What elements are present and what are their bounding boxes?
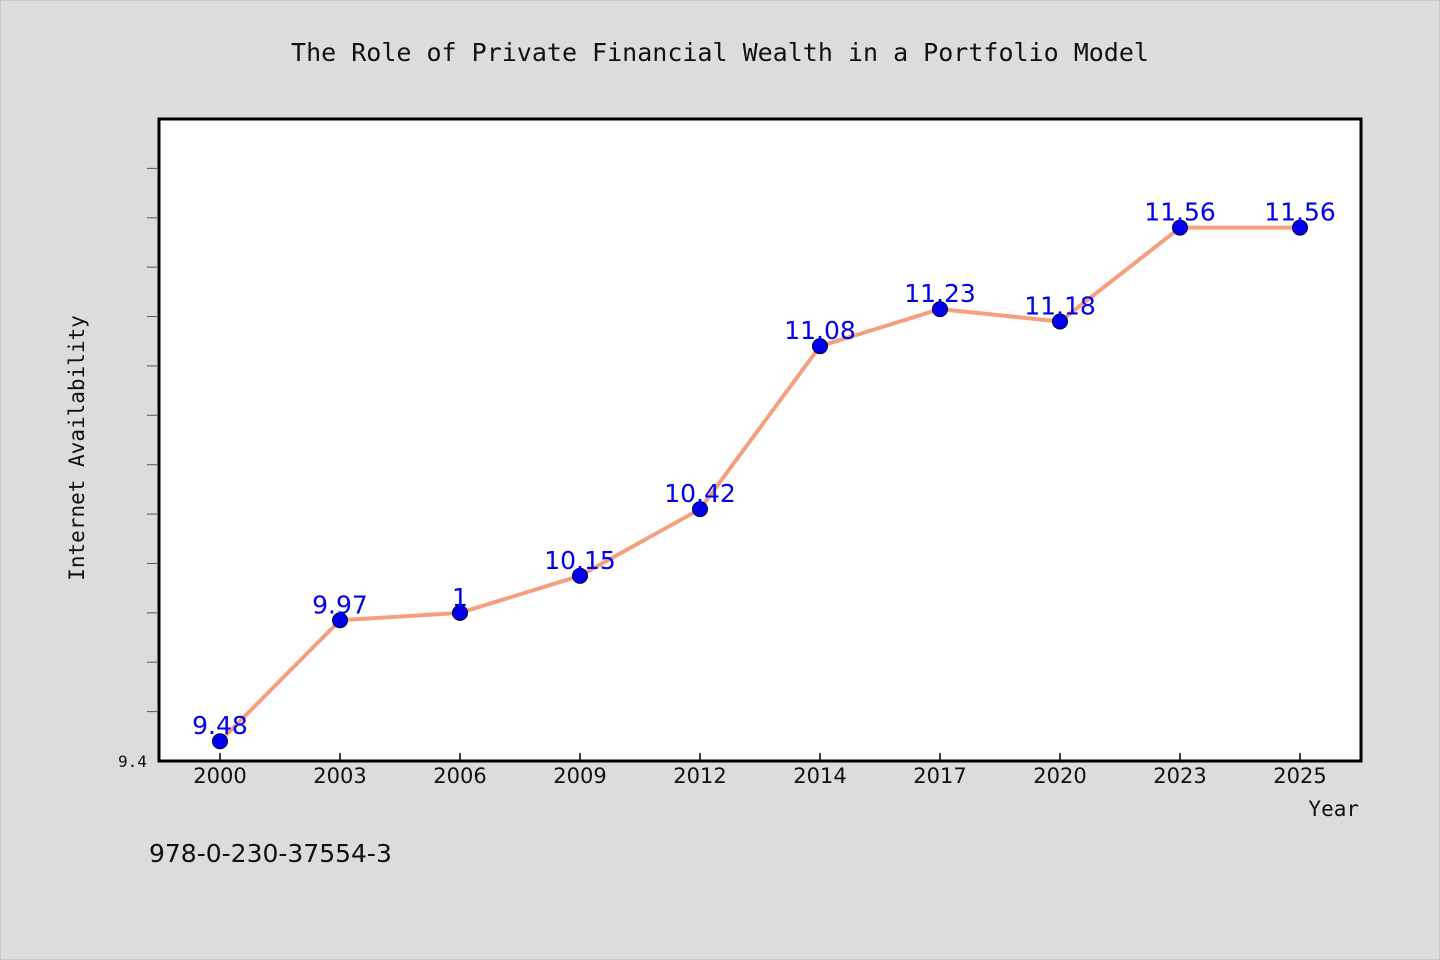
plot-frame [157,117,1363,763]
plot-area [159,119,1361,761]
x-tick-label: 2020 [1033,764,1086,788]
x-tick-label: 2017 [913,764,966,788]
data-label: 11.56 [1264,198,1336,227]
data-label: 11.23 [904,279,976,308]
data-label: 11.56 [1144,198,1216,227]
data-point [1172,219,1188,236]
data-point [452,604,468,621]
data-label: 1 [452,583,468,612]
data-label: 11.18 [1024,291,1096,320]
x-tick-label: 2000 [193,764,246,788]
data-point [212,733,228,750]
series-line [218,225,1302,744]
x-axis-title: Year [1308,797,1359,821]
data-point [692,501,708,518]
y-axis-title: Internet Availability [65,315,89,581]
x-tick-label: 2003 [313,764,366,788]
data-point [1292,219,1308,236]
x-tick-label: 2009 [553,764,606,788]
data-label: 11.08 [784,316,856,345]
data-label: 10.15 [544,546,616,575]
x-tick-label: 2014 [793,764,846,788]
y-axis-ticks [147,167,157,713]
x-tick-label: 2025 [1273,764,1326,788]
y-tick-label-min: 9.4 [118,752,147,771]
data-point [932,301,948,318]
data-point [332,612,348,629]
x-axis-ticks: 2000 2003 2006 2009 2012 2014 2017 2020 2023 2025 [193,753,1327,788]
isbn-label: 978-0-230-37554-3 [149,839,392,868]
data-point [572,567,588,584]
data-point [812,338,828,355]
data-label: 9.97 [312,590,368,619]
data-label: 10.42 [664,479,736,508]
data-label: 9.48 [192,711,248,740]
x-tick-label: 2006 [433,764,486,788]
x-tick-label: 2023 [1153,764,1206,788]
series-layer: 9.48 9.97 1 10.15 10.42 11.08 11.23 11.18 11.56 1… [192,198,1336,750]
x-tick-label: 2012 [673,764,726,788]
chart-title: The Role of Private Financial Wealth in … [291,38,1149,67]
data-point [1052,313,1068,330]
